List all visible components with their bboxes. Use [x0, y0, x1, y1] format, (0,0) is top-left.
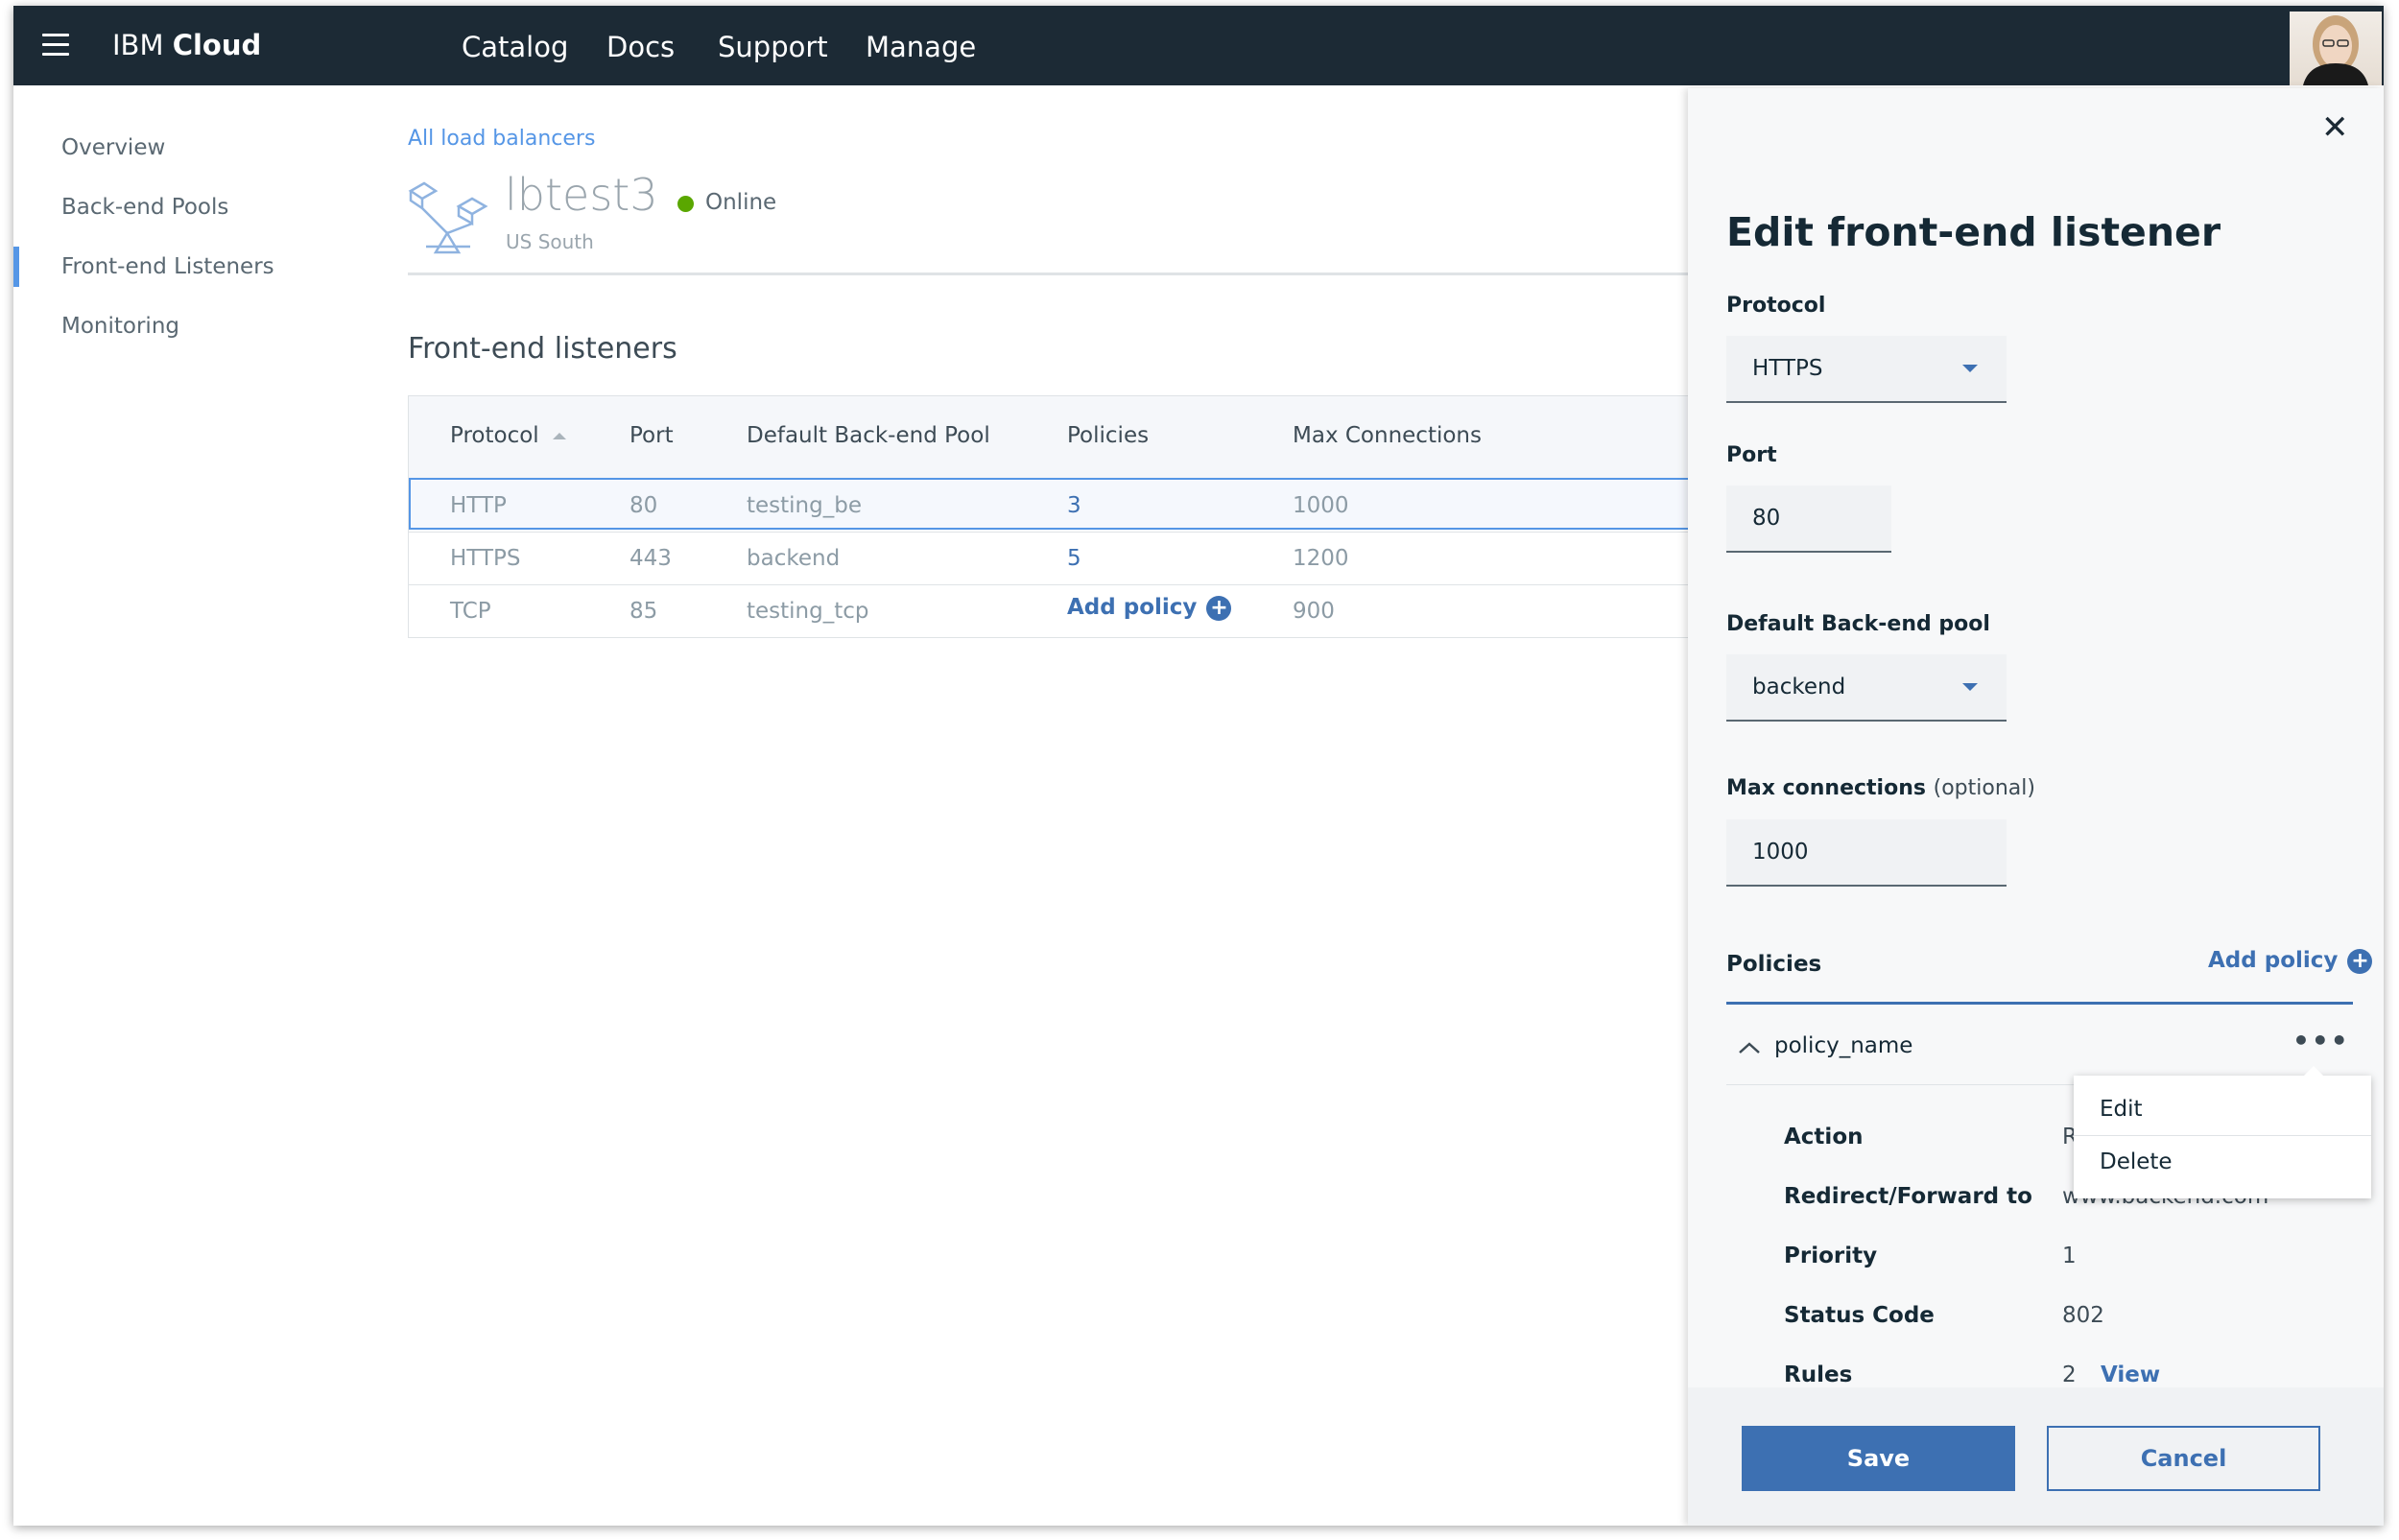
menu-item-edit[interactable]: Edit — [2074, 1083, 2371, 1136]
table-row[interactable]: HTTPS 443 backend 5 1200 — [409, 532, 1702, 583]
max-connections-input[interactable]: 1000 — [1726, 819, 2007, 887]
panel-footer: Save Cancel — [1688, 1387, 2384, 1526]
rules-view-link[interactable]: View — [2101, 1362, 2161, 1387]
save-button[interactable]: Save — [1742, 1426, 2015, 1491]
nav-docs[interactable]: Docs — [606, 31, 676, 63]
column-header-protocol-label: Protocol — [450, 423, 539, 448]
breadcrumb-all-load-balancers[interactable]: All load balancers — [408, 127, 596, 151]
default-pool-select[interactable]: backend — [1726, 654, 2007, 722]
policies-count-link[interactable]: 5 — [1067, 546, 1081, 571]
policies-label: Policies — [1726, 952, 1822, 977]
optional-hint: (optional) — [1933, 776, 2035, 800]
sidebar-item-monitoring[interactable]: Monitoring — [61, 314, 179, 339]
edit-listener-panel: ✕ Edit front-end listener Protocol HTTPS… — [1688, 88, 2384, 1526]
brand-prefix: IBM — [112, 29, 164, 61]
policies-divider — [1726, 1002, 2353, 1005]
cell-max-connections: 1000 — [1293, 493, 1349, 518]
default-pool-selected-value: backend — [1752, 675, 1846, 699]
overflow-menu: Edit Delete — [2074, 1066, 2371, 1198]
sidebar-item-back-end-pools[interactable]: Back-end Pools — [61, 195, 229, 220]
status-code-label: Status Code — [1784, 1303, 1935, 1328]
column-header-protocol[interactable]: Protocol — [450, 423, 566, 448]
policy-name[interactable]: policy_name — [1774, 1033, 1913, 1058]
column-header-default-pool[interactable]: Default Back-end Pool — [747, 423, 990, 448]
add-circle-icon: + — [1206, 595, 1232, 621]
cell-port: 80 — [629, 493, 658, 518]
chevron-down-icon — [1962, 365, 1978, 372]
sidebar-item-overview[interactable]: Overview — [61, 135, 166, 160]
priority-value: 1 — [2062, 1244, 2077, 1268]
overflow-menu-icon[interactable]: ••• — [2292, 1025, 2350, 1056]
nav-support[interactable]: Support — [718, 31, 828, 63]
protocol-selected-value: HTTPS — [1752, 356, 1823, 381]
add-circle-icon: + — [2347, 948, 2373, 974]
nav-manage[interactable]: Manage — [866, 31, 977, 63]
add-policy-button-label: Add policy — [2208, 948, 2339, 973]
max-connections-label: Max connections (optional) — [1726, 776, 2035, 800]
add-policy-label: Add policy — [1067, 595, 1198, 620]
load-balancer-region: US South — [506, 230, 594, 253]
redirect-label: Redirect/Forward to — [1784, 1184, 2032, 1209]
policy-divider — [1726, 1084, 2353, 1085]
hamburger-menu-icon[interactable] — [42, 34, 69, 57]
brand-bold: Cloud — [172, 29, 262, 61]
add-policy-link[interactable]: Add policy + — [1067, 595, 1232, 621]
close-icon[interactable]: ✕ — [2321, 108, 2349, 147]
default-pool-label: Default Back-end pool — [1726, 612, 1990, 636]
cell-pool: backend — [747, 546, 841, 571]
cell-port: 85 — [629, 599, 658, 624]
protocol-label: Protocol — [1726, 294, 1826, 318]
sort-ascending-icon[interactable] — [552, 433, 566, 439]
cancel-button[interactable]: Cancel — [2047, 1426, 2320, 1491]
table-row[interactable]: HTTP 80 testing_be 3 1000 — [409, 478, 1702, 530]
chevron-down-icon — [1962, 683, 1978, 691]
cell-protocol: HTTP — [450, 493, 507, 518]
load-balancer-name: lbtest3 — [505, 169, 658, 221]
port-label: Port — [1726, 443, 1777, 467]
menu-item-delete[interactable]: Delete — [2100, 1149, 2173, 1174]
chevron-up-icon[interactable] — [1738, 1036, 1761, 1060]
top-navigation-bar: IBM Cloud Catalog Docs Support Manage — [13, 6, 2384, 85]
cell-port: 443 — [629, 546, 672, 571]
column-header-max-connections[interactable]: Max Connections — [1293, 423, 1482, 448]
column-header-port[interactable]: Port — [629, 423, 674, 448]
port-input[interactable]: 80 — [1726, 486, 1891, 553]
rules-label: Rules — [1784, 1362, 1853, 1387]
table-row[interactable]: TCP 85 testing_tcp Add policy + 900 — [409, 584, 1702, 636]
max-connections-label-text: Max connections — [1726, 776, 1926, 800]
nav-catalog[interactable]: Catalog — [462, 31, 569, 63]
status-code-value: 802 — [2062, 1303, 2104, 1328]
cell-protocol: HTTPS — [450, 546, 521, 571]
header-divider — [408, 272, 1703, 275]
sidebar-item-front-end-listeners[interactable]: Front-end Listeners — [61, 254, 274, 279]
table-header: Protocol Port Default Back-end Pool Poli… — [409, 396, 1702, 478]
cell-pool: testing_be — [747, 493, 862, 518]
column-header-policies[interactable]: Policies — [1067, 423, 1150, 448]
protocol-select[interactable]: HTTPS — [1726, 336, 2007, 403]
status-online-icon — [677, 196, 694, 212]
sidebar-active-marker — [13, 247, 19, 287]
policies-count-link[interactable]: 3 — [1067, 493, 1081, 518]
user-avatar[interactable] — [2290, 12, 2382, 85]
cell-protocol: TCP — [450, 599, 491, 624]
load-balancer-icon — [403, 179, 491, 256]
action-label: Action — [1784, 1125, 1864, 1149]
action-value: R — [2062, 1125, 2078, 1149]
section-title: Front-end listeners — [408, 332, 677, 366]
listeners-table: Protocol Port Default Back-end Pool Poli… — [408, 395, 1703, 638]
cell-pool: testing_tcp — [747, 599, 869, 624]
priority-label: Priority — [1784, 1244, 1878, 1268]
panel-title: Edit front-end listener — [1726, 209, 2221, 255]
cell-max-connections: 1200 — [1293, 546, 1349, 571]
rules-value: 2 — [2062, 1362, 2077, 1387]
add-policy-button[interactable]: Add policy + — [2208, 948, 2373, 974]
brand-logo[interactable]: IBM Cloud — [112, 29, 261, 61]
cell-max-connections: 900 — [1293, 599, 1335, 624]
app-window: IBM Cloud Catalog Docs Support Manage Ov… — [13, 6, 2384, 1526]
status-text: Online — [705, 190, 777, 215]
